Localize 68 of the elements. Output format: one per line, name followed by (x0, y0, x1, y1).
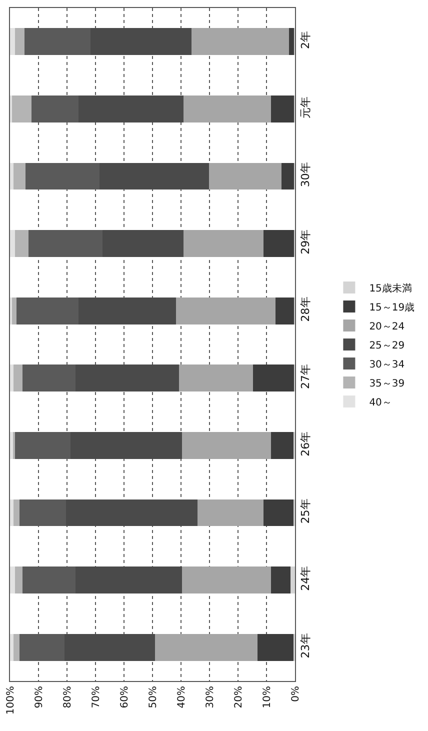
legend-label: 15歳未満 (369, 282, 412, 294)
bar (176, 297, 276, 324)
x-tick-label: 30% (204, 686, 216, 708)
bar (257, 634, 294, 661)
x-tick-label: 20% (233, 686, 244, 708)
bar (197, 499, 264, 526)
x-tick-label: 50% (148, 686, 159, 708)
bar (12, 297, 17, 324)
x-tick-label: 10% (262, 686, 273, 708)
bar (179, 364, 253, 392)
bar (290, 566, 295, 594)
bar (271, 432, 294, 459)
bar (209, 162, 282, 190)
bar (263, 499, 294, 526)
bar (10, 230, 16, 258)
x-tick-label: 70% (90, 686, 102, 708)
bar (10, 162, 14, 190)
bar (252, 364, 294, 392)
y-tick-label: 26年 (299, 431, 312, 456)
legend-label: 15～19歳 (369, 301, 415, 314)
legend-label: 35～39 (369, 378, 405, 390)
bar (184, 230, 264, 258)
y-tick-label: 29年 (299, 229, 312, 254)
bar (182, 566, 272, 594)
bar (102, 230, 184, 258)
bar (281, 162, 294, 190)
bar (28, 230, 102, 258)
bar (12, 95, 32, 122)
legend-label: 20～24 (369, 321, 405, 332)
x-tick-label: 90% (34, 686, 45, 708)
bar (271, 95, 294, 122)
y-tick-label: 2年 (299, 31, 312, 49)
bar (289, 28, 294, 56)
bar (184, 95, 272, 122)
x-tick-label: 100% (5, 686, 16, 715)
bar (14, 364, 23, 392)
x-tick-label: 40% (176, 686, 188, 708)
y-tick-label: 元年 (299, 96, 312, 118)
x-tick-label: 60% (119, 686, 130, 708)
bar (10, 499, 14, 526)
bar (271, 566, 290, 594)
bar (14, 162, 26, 190)
legend-label: 30～34 (369, 359, 405, 370)
bar (14, 499, 20, 526)
y-tick-label: 23年 (299, 633, 312, 658)
bar (191, 28, 290, 56)
bar (15, 230, 29, 258)
bar (15, 28, 24, 56)
y-tick-label: 30年 (299, 162, 312, 188)
bar (10, 566, 16, 594)
bar (263, 230, 294, 258)
y-tick-label: 28年 (299, 296, 312, 322)
y-tick-label: 25年 (299, 498, 312, 524)
legend-label: 40～ (369, 397, 392, 408)
bar (275, 297, 294, 324)
bar (10, 364, 14, 392)
y-tick-label: 24年 (299, 566, 312, 591)
bar (10, 432, 13, 459)
bar (182, 432, 272, 459)
bar (10, 634, 14, 661)
x-tick-label: 0% (290, 686, 302, 702)
bar (14, 634, 20, 661)
bar (155, 634, 258, 661)
legend-label: 25～29 (369, 340, 405, 352)
y-tick-label: 27年 (299, 364, 312, 389)
x-tick-label: 80% (62, 686, 74, 708)
bar (15, 566, 23, 594)
bar (10, 28, 16, 56)
